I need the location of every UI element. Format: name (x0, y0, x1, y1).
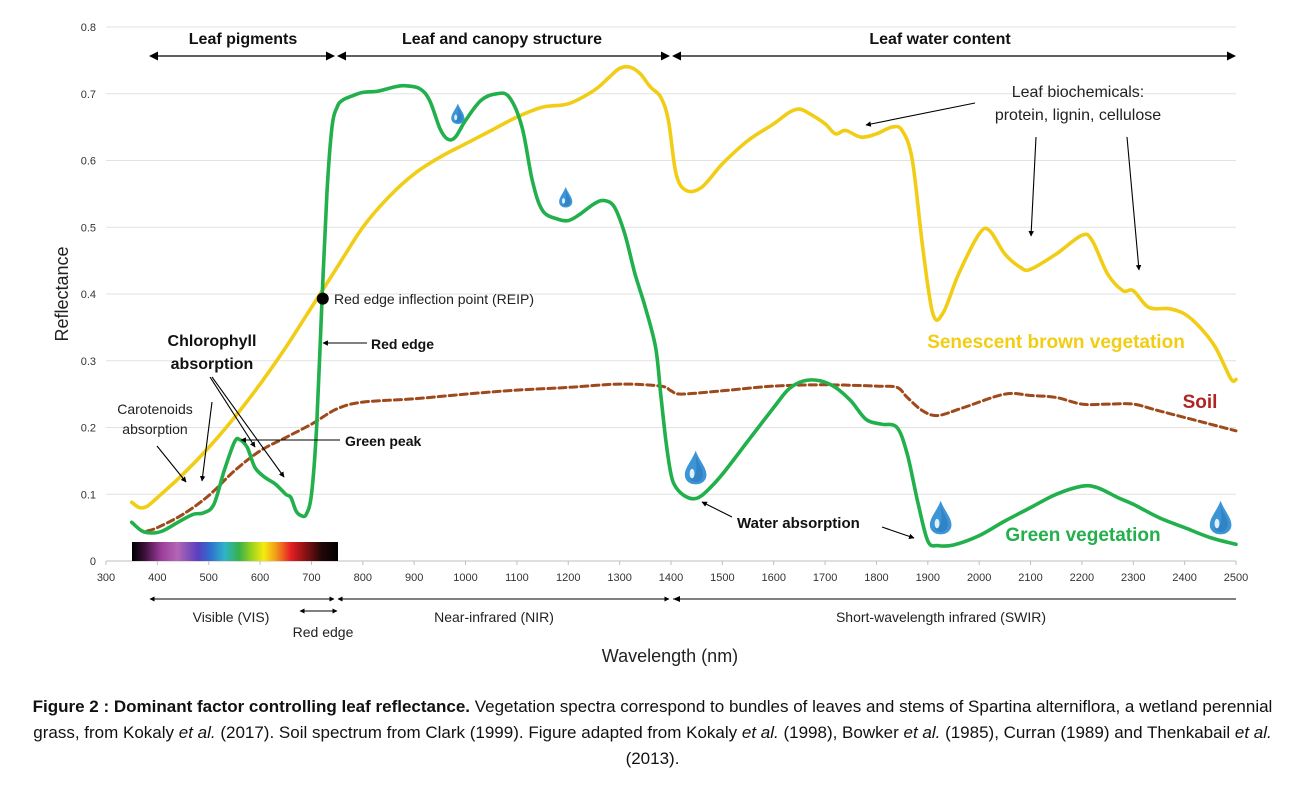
x-tick-label: 1800 (864, 572, 888, 584)
caption-etal-3: et al. (903, 723, 941, 742)
x-tick-label: 500 (200, 572, 218, 584)
x-tick-label: 1100 (505, 572, 529, 584)
x-tick-label: 2000 (967, 572, 991, 584)
x-tick-label: 900 (405, 572, 423, 584)
series-line-soil (145, 382, 1238, 533)
caption-etal-4: et al. (1234, 723, 1272, 742)
visible-spectrum-bar (132, 542, 338, 561)
water-drop-icon (684, 450, 707, 485)
caption-etal-1: et al. (178, 723, 216, 742)
y-tick-label: 0.1 (81, 489, 96, 501)
annotation-biochem-line1: Leaf biochemicals: (1012, 84, 1145, 101)
reflectance-chart: 300 400 500 600 700 800 900 1000 1100 1200 1300 140… (52, 22, 1248, 666)
x-tick-label: 1300 (607, 572, 631, 584)
annotation-arrows (156, 102, 1142, 539)
x-tick-label: 1200 (556, 572, 580, 584)
x-tick-label: 1400 (659, 572, 683, 584)
water-drop-icon (559, 186, 573, 208)
caption-text-3: (1998), Bowker (778, 723, 904, 742)
annotation-reip: Red edge inflection point (REIP) (334, 291, 534, 307)
reip-marker (316, 292, 329, 305)
annotation-biochem-line2: protein, lignin, cellulose (995, 107, 1161, 124)
band-label-swir: Short-wavelength infrared (SWIR) (836, 609, 1046, 625)
band-label-nir: Near-infrared (NIR) (434, 609, 554, 625)
x-tick-label: 700 (302, 572, 320, 584)
caption-text-5: (2013). (625, 749, 680, 768)
region-label-leaf-canopy-structure: Leaf and canopy structure (402, 31, 602, 48)
x-tick-label: 1700 (813, 572, 837, 584)
series-line-senescent-brown-vegetation (129, 64, 1238, 510)
y-axis-ticks: 0 0.1 0.2 0.3 0.4 0.5 0.6 0.7 0.8 (81, 22, 96, 568)
band-label-visible: Visible (VIS) (193, 609, 270, 625)
series-label-soil: Soil (1183, 392, 1218, 413)
x-axis-ticks: 300 400 500 600 700 800 900 1000 1100 1200 1300 140… (97, 561, 1248, 584)
y-tick-label: 0.5 (81, 222, 96, 234)
figure-caption: Figure 2 : Dominant factor controlling l… (10, 694, 1295, 772)
x-tick-label: 1000 (453, 572, 477, 584)
y-axis-title: Reflectance (52, 246, 72, 341)
x-tick-label: 2500 (1224, 572, 1248, 584)
x-axis-title: Wavelength (nm) (602, 646, 738, 666)
annotation-chlorophyll-line1: Chlorophyll (168, 333, 257, 350)
x-tick-label: 2300 (1121, 572, 1145, 584)
water-drop-icon (1209, 500, 1232, 535)
series-lines (129, 64, 1238, 548)
caption-text-1: Vegetation spectra correspond to bundles… (33, 697, 1273, 742)
caption-text-2: (2017). Soil spectrum from Clark (1999).… (215, 723, 742, 742)
annotation-chlorophyll-line2: absorption (171, 356, 254, 373)
annotation-carotenoids-line1: Carotenoids (117, 401, 193, 417)
water-drop-icon (929, 500, 952, 535)
x-tick-label: 1900 (916, 572, 940, 584)
x-tick-label: 2100 (1018, 572, 1042, 584)
series-label-green: Green vegetation (1005, 525, 1160, 546)
x-tick-label: 600 (251, 572, 269, 584)
band-label-red-edge: Red edge (293, 624, 354, 640)
region-label-leaf-pigments: Leaf pigments (189, 31, 298, 48)
x-tick-label: 400 (148, 572, 166, 584)
water-drop-icons (451, 103, 1232, 535)
x-tick-label: 1500 (710, 572, 734, 584)
y-tick-label: 0.4 (81, 289, 96, 301)
x-tick-label: 300 (97, 572, 115, 584)
y-tick-label: 0.3 (81, 356, 96, 368)
annotation-red-edge: Red edge (371, 336, 434, 352)
bottom-region-arrows (149, 596, 1236, 614)
x-tick-label: 800 (354, 572, 372, 584)
y-tick-label: 0.2 (81, 423, 96, 435)
water-drop-icon (451, 103, 465, 125)
caption-text-4: (1985), Curran (1989) and Thenkabail (940, 723, 1235, 742)
caption-bold-title: Figure 2 : Dominant factor controlling l… (32, 697, 470, 716)
x-tick-label: 2400 (1172, 572, 1196, 584)
annotation-water-absorption: Water absorption (737, 515, 860, 532)
x-tick-label: 1600 (761, 572, 785, 584)
y-tick-label: 0.8 (81, 22, 96, 34)
series-label-senescent: Senescent brown vegetation (927, 332, 1185, 353)
y-tick-label: 0 (90, 556, 96, 568)
y-tick-label: 0.7 (81, 89, 96, 101)
x-tick-label: 2200 (1070, 572, 1094, 584)
region-label-leaf-water-content: Leaf water content (869, 31, 1011, 48)
y-tick-label: 0.6 (81, 156, 96, 168)
caption-etal-2: et al. (741, 723, 779, 742)
annotation-green-peak: Green peak (345, 433, 421, 449)
series-line-green-vegetation (129, 83, 1238, 548)
annotation-carotenoids-line2: absorption (122, 421, 187, 437)
grid-lines (106, 26, 1236, 495)
